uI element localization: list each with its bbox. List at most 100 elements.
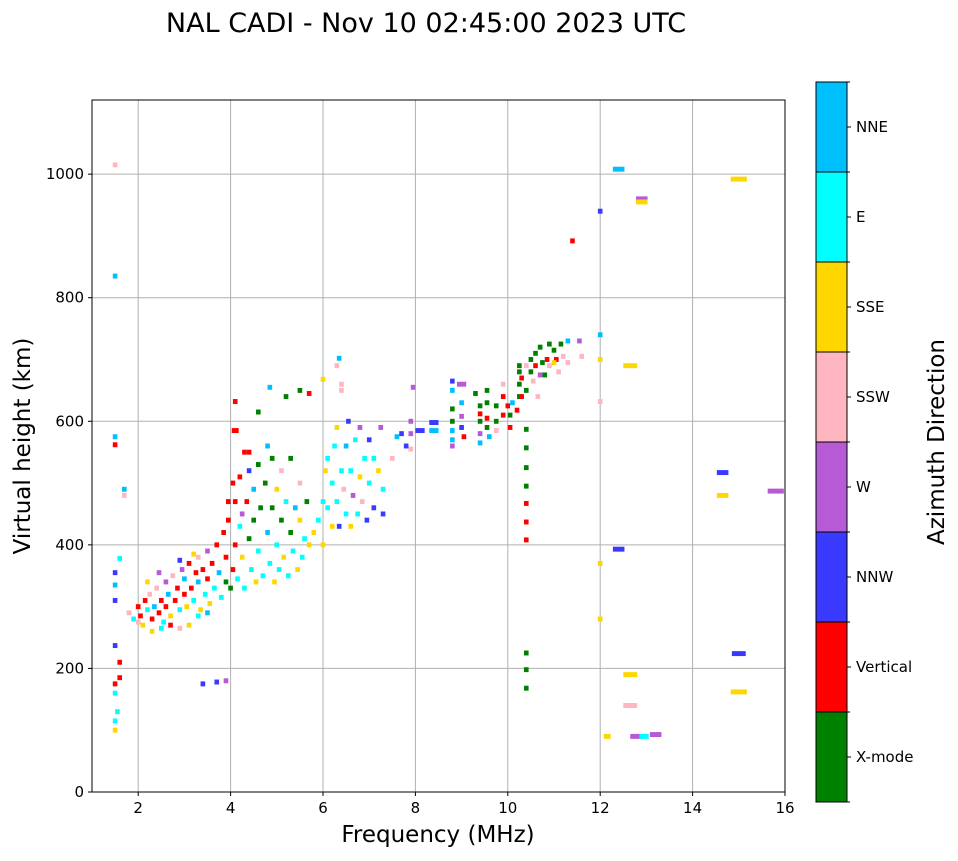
colorbar-swatch-vertical: [816, 622, 847, 712]
data-point-sse: [623, 672, 638, 678]
data-point-vertical: [461, 434, 467, 440]
data-point-ssw: [339, 381, 344, 387]
data-point-nne: [343, 443, 349, 449]
y-tick-label: 600: [55, 412, 84, 430]
data-point-nne: [429, 428, 439, 434]
data-point-e: [260, 573, 266, 579]
data-point-ssw: [147, 591, 153, 597]
data-point-e: [249, 567, 254, 573]
data-point-e: [299, 554, 305, 560]
data-point-nne: [112, 273, 118, 279]
data-point-ssw: [389, 455, 395, 461]
data-point-sse: [198, 607, 203, 613]
data-point-vertical: [112, 442, 118, 448]
data-point-nnw: [597, 208, 603, 214]
data-point-x-mode: [297, 387, 303, 393]
data-point-nnw: [399, 431, 404, 437]
data-point-nnw: [415, 428, 425, 434]
data-point-sse: [239, 554, 245, 560]
data-point-vertical: [117, 675, 123, 681]
data-point-nnw: [112, 570, 118, 576]
data-point-e: [242, 585, 247, 591]
colorbar-label-e: E: [856, 208, 865, 226]
data-point-e: [362, 455, 367, 461]
data-point-ssw: [126, 610, 132, 616]
data-point-e: [286, 573, 291, 579]
data-point-vertical: [200, 567, 206, 573]
data-point-w: [477, 431, 483, 437]
data-point-w: [223, 678, 229, 684]
data-point-vertical: [519, 375, 524, 381]
data-point-e: [325, 505, 330, 511]
data-point-sse: [597, 616, 603, 622]
data-point-vertical: [186, 560, 192, 566]
data-point-ssw: [154, 585, 159, 591]
data-point-e: [202, 591, 208, 597]
data-point-e: [371, 455, 377, 461]
data-point-nnw: [214, 679, 220, 685]
y-axis-label: Virtual height (km): [10, 338, 36, 555]
data-point-nne: [336, 355, 342, 361]
data-point-sse: [207, 601, 213, 607]
data-point-vertical: [306, 391, 312, 396]
data-point-x-mode: [484, 400, 490, 406]
data-point-e: [131, 616, 136, 622]
data-point-nne: [265, 443, 270, 449]
data-point-sse: [191, 551, 196, 557]
data-point-x-mode: [517, 369, 522, 375]
data-point-w: [537, 372, 543, 378]
data-point-x-mode: [304, 499, 310, 505]
data-point-nnw: [177, 557, 183, 563]
data-point-nnw: [450, 378, 455, 384]
data-point-w: [408, 431, 414, 437]
data-point-nnw: [200, 681, 206, 687]
data-point-e: [117, 555, 123, 561]
data-point-vertical: [135, 604, 141, 610]
data-point-e: [302, 536, 307, 542]
data-point-sse: [306, 542, 312, 548]
colorbar-swatch-nnw: [816, 532, 847, 622]
y-tick-label: 800: [55, 289, 84, 307]
data-point-x-mode: [523, 426, 529, 432]
data-point-e: [177, 607, 183, 613]
data-point-sse: [357, 474, 363, 480]
data-point-x-mode: [288, 455, 293, 461]
data-point-w: [636, 196, 648, 202]
data-point-vertical: [149, 616, 155, 622]
data-point-x-mode: [523, 465, 529, 471]
data-point-vertical: [505, 403, 511, 409]
data-point-ssw: [341, 486, 347, 492]
data-point-e: [112, 690, 118, 696]
data-point-w: [450, 443, 455, 449]
data-point-x-mode: [523, 685, 529, 691]
data-point-e: [353, 437, 358, 443]
data-point-x-mode: [262, 480, 268, 486]
colorbar-label-nne: NNE: [856, 118, 888, 136]
data-point-x-mode: [450, 418, 455, 424]
data-point-vertical: [168, 622, 173, 628]
data-point-x-mode: [551, 347, 557, 353]
colorbar-swatch-e: [816, 172, 847, 262]
data-point-e: [355, 511, 360, 517]
data-point-w: [156, 570, 162, 576]
data-point-e: [191, 597, 196, 603]
data-point-ssw: [556, 369, 561, 375]
x-tick-label: 10: [498, 799, 517, 817]
data-point-nne: [112, 582, 118, 588]
data-point-x-mode: [533, 350, 538, 356]
data-point-w: [459, 413, 464, 419]
data-point-e: [274, 542, 280, 548]
data-point-nnw: [366, 437, 372, 443]
data-point-x-mode: [558, 341, 564, 347]
data-point-ssw: [579, 353, 585, 359]
data-point-vertical: [484, 415, 490, 421]
data-point-nne: [265, 530, 270, 535]
data-point-vertical: [189, 585, 194, 591]
data-point-sse: [730, 689, 747, 695]
colorbar-label: Azimuth Direction: [924, 339, 950, 545]
data-point-sse: [320, 542, 326, 548]
data-point-nnw: [246, 468, 252, 474]
data-point-e: [235, 576, 240, 582]
y-tick-label: 0: [74, 783, 84, 801]
